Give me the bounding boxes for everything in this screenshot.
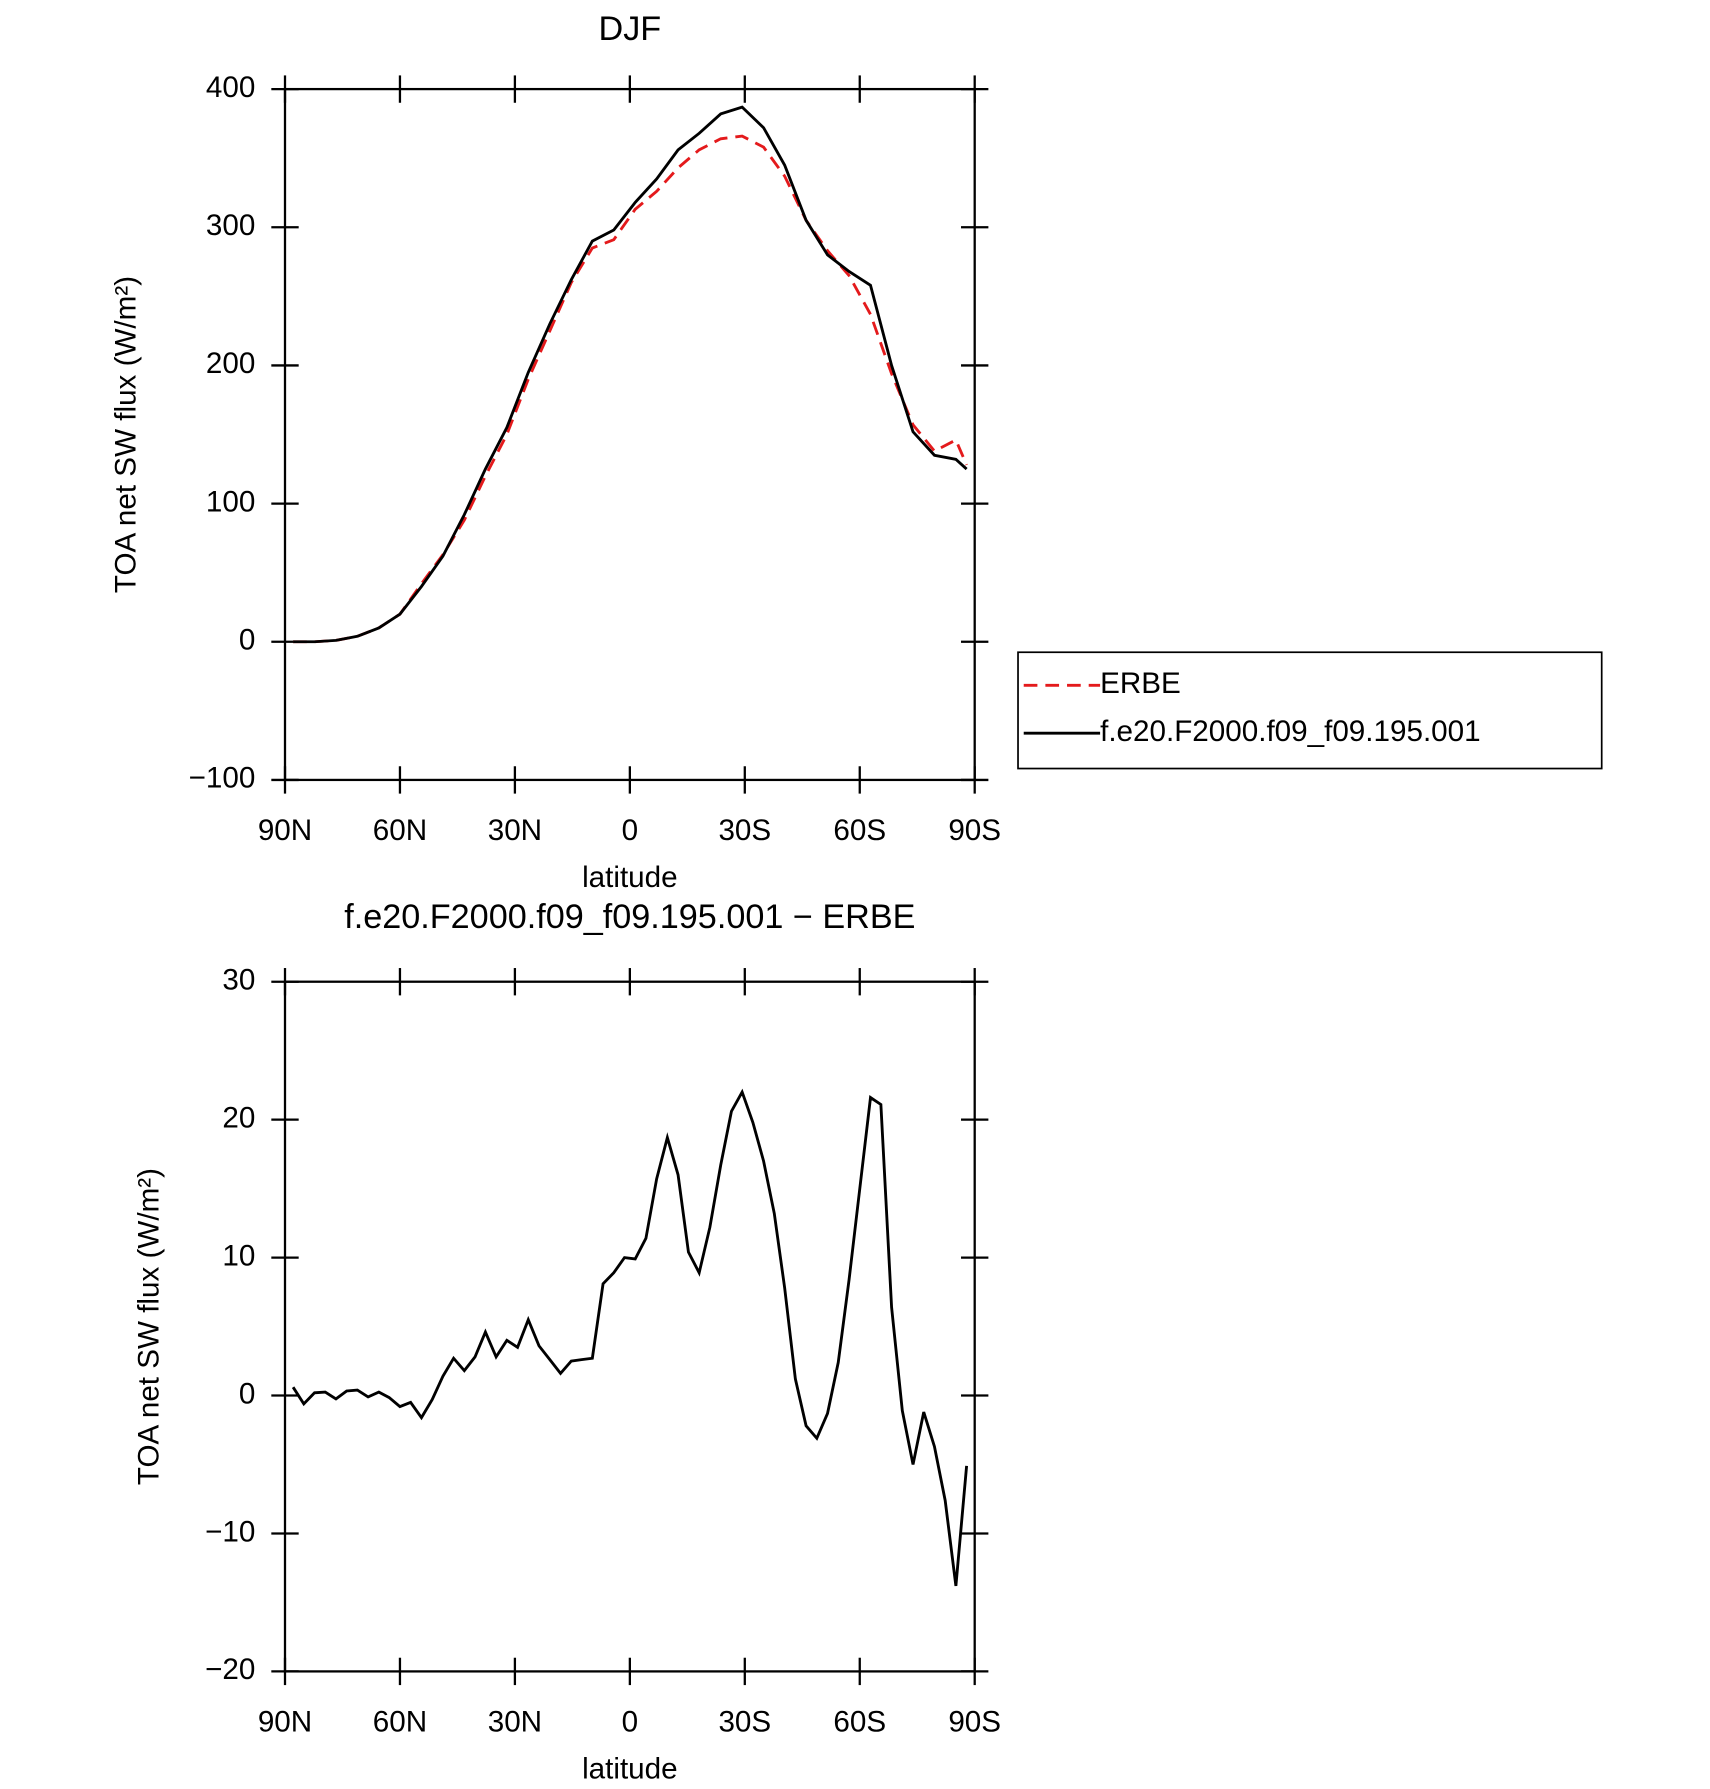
x-tick-label: 90N [258, 814, 312, 847]
y-tick-label: 100 [206, 485, 255, 518]
legend-box [1017, 651, 1603, 770]
x-tick-label: 90N [258, 1706, 312, 1739]
y-tick-label: −20 [205, 1653, 255, 1686]
y-tick-label: 300 [206, 209, 255, 242]
x-tick-label: 30S [718, 814, 771, 847]
y-tick-label: 400 [206, 71, 255, 104]
y-axis-label: TOA net SW flux (W/m²) [110, 276, 143, 593]
legend: ERBE f.e20.F2000.f09_f09.195.001 [1017, 651, 1603, 770]
y-tick-label: −10 [205, 1515, 255, 1548]
y-tick-label: 20 [222, 1101, 255, 1134]
x-tick-label: 30N [488, 814, 542, 847]
y-tick-label: 0 [239, 1377, 255, 1410]
x-tick-label: 90S [948, 1706, 1001, 1739]
chart-title: DJF [599, 10, 662, 48]
chart-title: f.e20.F2000.f09_f09.195.001 − ERBE [344, 898, 915, 936]
x-tick-label: 0 [622, 1706, 638, 1739]
x-tick-label: 60N [373, 814, 427, 847]
y-axis-label: TOA net SW flux (W/m²) [132, 1168, 165, 1485]
legend-label: f.e20.F2000.f09_f09.195.001 [1100, 715, 1481, 748]
plot-frame [283, 87, 976, 782]
x-tick-label: 60S [833, 1706, 886, 1739]
x-tick-label: 0 [622, 814, 638, 847]
y-tick-label: 0 [239, 624, 255, 657]
plot-frame [283, 980, 976, 1673]
y-tick-label: 10 [222, 1239, 255, 1272]
x-axis-label: latitude [582, 861, 678, 894]
x-tick-label: 60S [833, 814, 886, 847]
data-line [291, 1088, 969, 1587]
y-tick-label: 200 [206, 347, 255, 380]
y-tick-label: −100 [189, 762, 256, 795]
x-tick-label: 60N [373, 1706, 427, 1739]
x-tick-label: 30S [718, 1706, 771, 1739]
data-line [293, 105, 968, 644]
x-tick-label: 30N [488, 1706, 542, 1739]
data-line [293, 134, 968, 644]
x-axis-label: latitude [582, 1752, 678, 1785]
x-tick-label: 90S [948, 814, 1001, 847]
legend-label: ERBE [1100, 667, 1181, 700]
y-tick-label: 30 [222, 964, 255, 997]
